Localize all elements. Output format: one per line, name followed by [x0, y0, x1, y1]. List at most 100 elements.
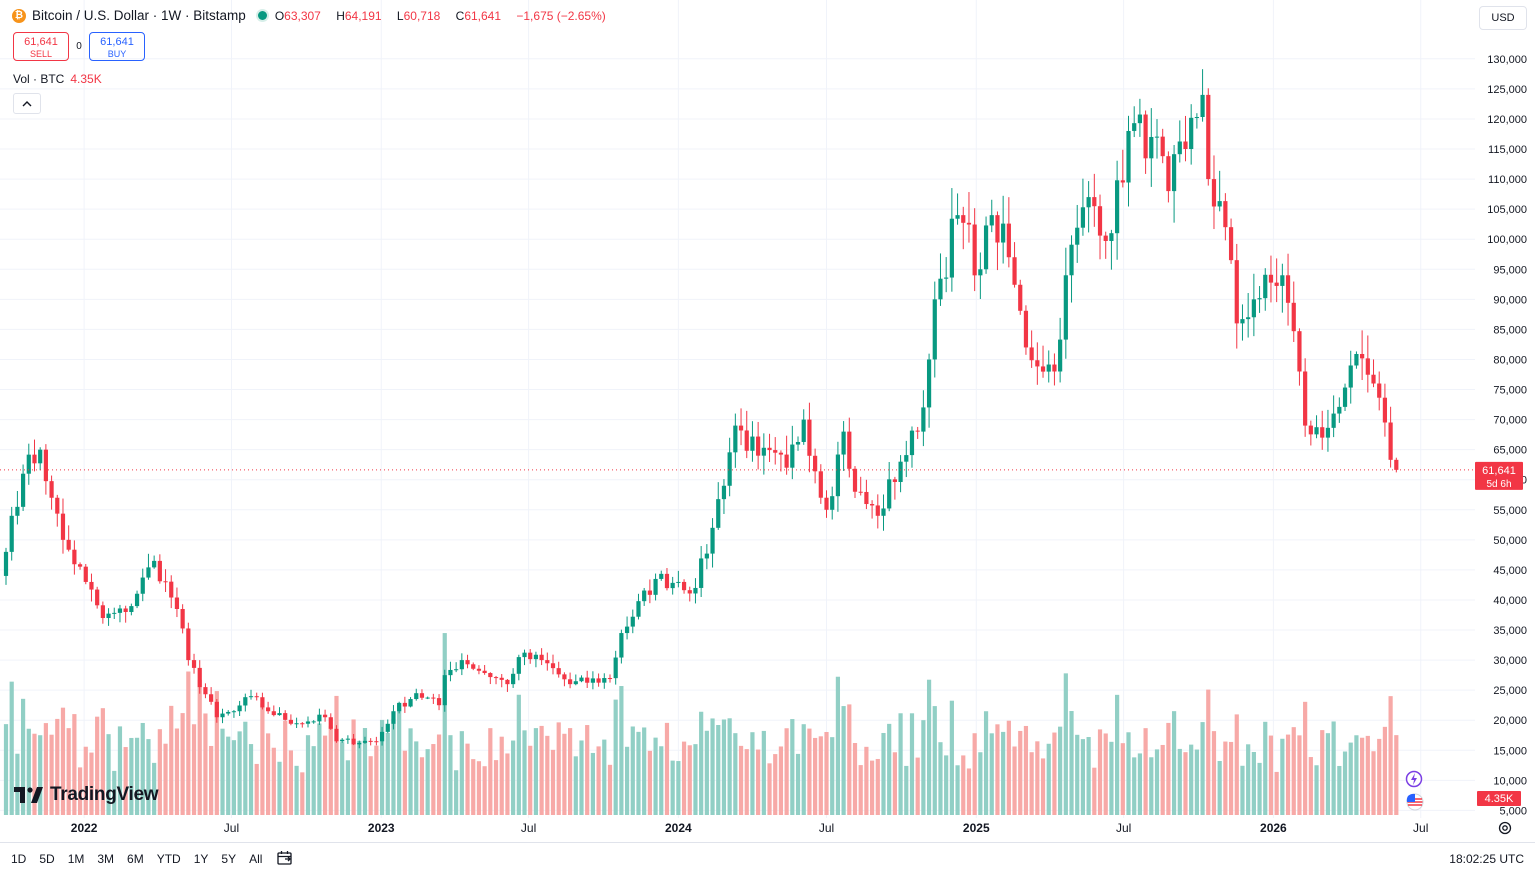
candle[interactable] — [163, 581, 168, 583]
candle[interactable] — [545, 660, 550, 664]
candle[interactable] — [659, 573, 664, 579]
candle[interactable] — [556, 668, 561, 675]
candle[interactable] — [362, 740, 368, 743]
candle[interactable] — [1069, 244, 1074, 276]
candle[interactable] — [647, 590, 652, 595]
candle[interactable] — [152, 560, 157, 568]
candle[interactable] — [972, 224, 977, 276]
candle[interactable] — [203, 687, 208, 695]
candle[interactable] — [1018, 284, 1023, 311]
candle[interactable] — [1297, 331, 1302, 372]
candle[interactable] — [1080, 207, 1086, 228]
candle[interactable] — [482, 670, 487, 674]
candle[interactable] — [619, 633, 624, 658]
range-button-1m[interactable]: 1M — [67, 852, 85, 866]
candle[interactable] — [1257, 298, 1262, 300]
candle[interactable] — [1177, 141, 1182, 155]
candle[interactable] — [1154, 136, 1160, 138]
candle[interactable] — [1029, 347, 1034, 361]
candle[interactable] — [869, 504, 875, 506]
candle[interactable] — [1143, 114, 1148, 159]
candle[interactable] — [49, 481, 54, 498]
candle[interactable] — [334, 728, 339, 742]
range-button-1y[interactable]: 1Y — [193, 852, 209, 866]
candle[interactable] — [1035, 360, 1040, 367]
candle[interactable] — [95, 589, 100, 606]
candle[interactable] — [795, 441, 801, 445]
candle[interactable] — [374, 741, 379, 743]
candle[interactable] — [727, 452, 732, 486]
candle[interactable] — [693, 587, 698, 594]
candle[interactable] — [858, 491, 863, 493]
volume-legend[interactable]: Vol · BTC 4.35K — [13, 72, 102, 86]
candle[interactable] — [1120, 180, 1125, 183]
candle[interactable] — [89, 581, 94, 590]
candle[interactable] — [288, 719, 293, 724]
candle[interactable] — [294, 723, 299, 725]
tradingview-logo[interactable]: TradingView — [14, 784, 159, 806]
candle[interactable] — [283, 713, 288, 720]
candle[interactable] — [989, 215, 994, 226]
candle[interactable] — [1006, 223, 1011, 258]
candle[interactable] — [995, 215, 1000, 243]
candle[interactable] — [539, 654, 544, 661]
candle[interactable] — [830, 496, 835, 510]
candle[interactable] — [146, 567, 151, 578]
candle[interactable] — [248, 696, 254, 698]
price-axis[interactable]: 5,000 10,000 15,000 20,000 25,000 30,000 35,00… — [1475, 0, 1535, 818]
candle[interactable] — [670, 582, 675, 589]
candle[interactable] — [385, 723, 390, 732]
candle[interactable] — [687, 590, 692, 594]
candle[interactable] — [1097, 206, 1103, 236]
candle[interactable] — [1320, 427, 1325, 438]
candle[interactable] — [773, 450, 778, 453]
candle[interactable] — [9, 515, 14, 552]
alert-icon[interactable] — [1405, 770, 1423, 788]
candle[interactable] — [100, 605, 105, 619]
candle[interactable] — [1183, 141, 1188, 150]
candle[interactable] — [1365, 358, 1370, 375]
candle[interactable] — [978, 269, 983, 276]
candle[interactable] — [505, 679, 510, 685]
candle[interactable] — [499, 677, 504, 680]
candle[interactable] — [32, 454, 37, 464]
candle[interactable] — [1206, 94, 1211, 180]
candle[interactable] — [676, 581, 681, 583]
candle[interactable] — [38, 449, 43, 464]
candle[interactable] — [3, 551, 9, 576]
candle[interactable] — [1126, 130, 1131, 183]
candle[interactable] — [1132, 123, 1137, 131]
candle[interactable] — [761, 447, 766, 456]
candle[interactable] — [1234, 260, 1239, 324]
candle[interactable] — [1342, 387, 1348, 407]
candle[interactable] — [1291, 302, 1296, 332]
candle[interactable] — [397, 702, 402, 712]
candle[interactable] — [1371, 374, 1376, 384]
candle[interactable] — [1303, 371, 1308, 426]
candle[interactable] — [1223, 201, 1228, 228]
candle[interactable] — [681, 581, 687, 591]
symbol-title[interactable]: Bitcoin / U.S. Dollar · 1W · Bitstamp — [32, 8, 246, 23]
candle[interactable] — [585, 677, 590, 683]
candle[interactable] — [607, 678, 613, 680]
candle[interactable] — [414, 693, 419, 700]
candle[interactable] — [66, 539, 71, 550]
candle[interactable] — [528, 652, 533, 660]
candle[interactable] — [442, 675, 447, 706]
candle[interactable] — [220, 713, 225, 718]
candle[interactable] — [1160, 136, 1165, 157]
market-status-icon[interactable] — [257, 11, 267, 20]
candle[interactable] — [106, 613, 111, 619]
candle[interactable] — [134, 593, 140, 607]
candle[interactable] — [642, 590, 647, 602]
candle[interactable] — [1331, 413, 1336, 428]
candle[interactable] — [277, 713, 282, 716]
candle[interactable] — [852, 468, 858, 492]
candle[interactable] — [15, 506, 20, 516]
candle[interactable] — [590, 678, 595, 683]
candle[interactable] — [1274, 282, 1279, 286]
candle[interactable] — [573, 681, 578, 685]
candle[interactable] — [1012, 257, 1017, 285]
range-button-6m[interactable]: 6M — [127, 852, 144, 866]
candle[interactable] — [926, 359, 932, 408]
